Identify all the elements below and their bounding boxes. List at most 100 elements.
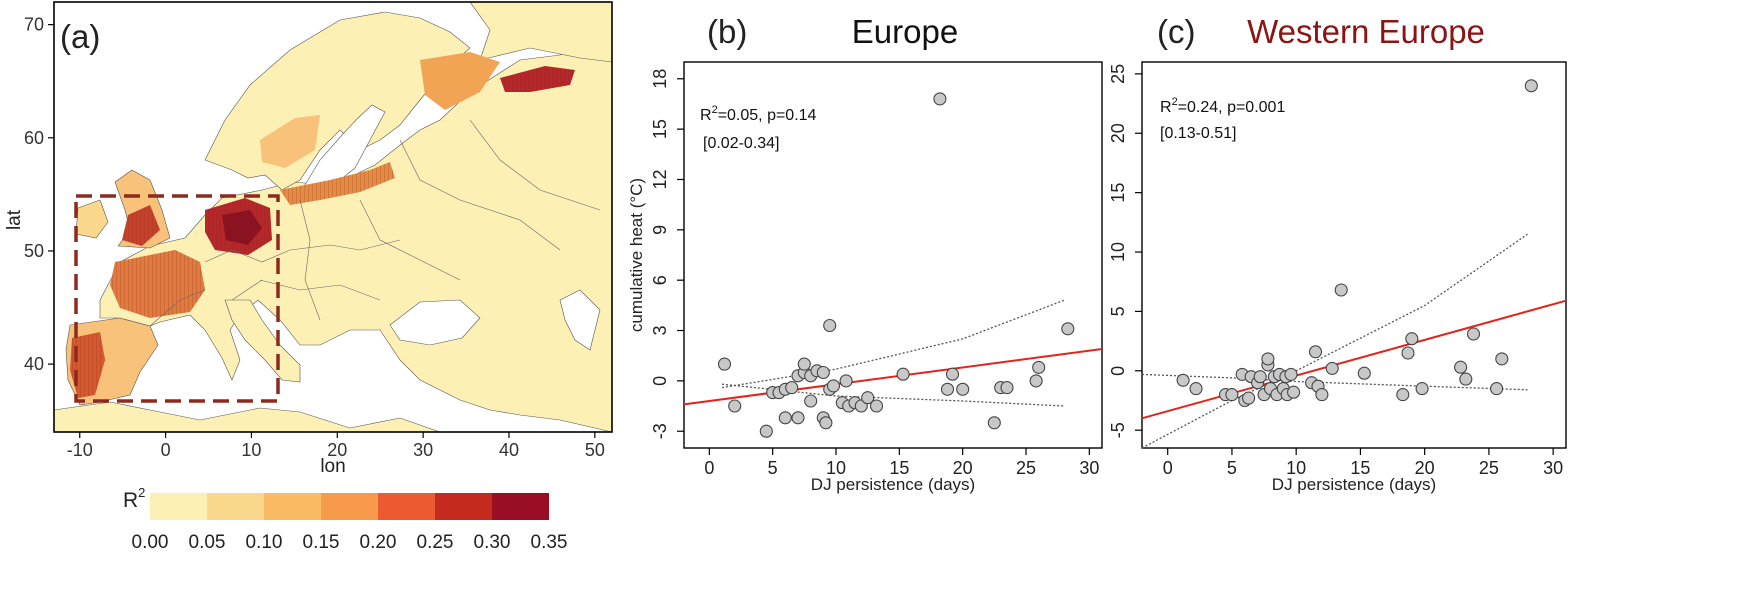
colorbar-tick-label: 0.05: [189, 532, 226, 553]
map-y-tick-label: 50: [24, 241, 44, 261]
panel-b-frame: [683, 61, 1103, 449]
panel-b: (b) Europe 0 5 10 15 20 25 30 -3 0 3 6 9 12 15 18 R2=0…: [627, 13, 1103, 494]
panel-c-xlabel: DJ persistence (days): [1272, 475, 1436, 494]
panel-b-y-tick-label: 18: [650, 69, 670, 89]
colorbar: 0.00 0.05 0.10 0.15 0.20 0.25 0.30 0.35: [132, 493, 568, 553]
colorbar-tick-label: 0.10: [246, 532, 283, 553]
panel-c-data-point: [1495, 352, 1509, 366]
panel-b-data-point: [861, 391, 875, 405]
panel-c-data-point: [1415, 382, 1429, 396]
map-frame: [53, 1, 613, 433]
colorbar-label: R2: [123, 485, 145, 512]
panel-c-x-tick-label: 20: [1415, 458, 1435, 478]
panel-b-data-point: [804, 394, 818, 408]
panel-c-x-tick-label: 25: [1479, 458, 1499, 478]
map-land: [54, 2, 612, 432]
colorbar-swatch: [264, 493, 321, 520]
panel-b-ci: [0.02-0.34]: [703, 135, 780, 152]
panel-c-data-point: [1308, 345, 1323, 359]
panel-b-data-point: [839, 374, 853, 388]
panel-b-data-point: [728, 399, 742, 413]
map-x-tick-label: 20: [327, 440, 347, 460]
panel-b-data-point: [785, 381, 799, 395]
panel-label-a: (a): [60, 18, 100, 55]
colorbar-tick-label: 0.20: [360, 532, 397, 553]
map-x-tick-label: 40: [499, 440, 519, 460]
colorbar-swatch: [207, 493, 264, 520]
map-ylabel: lat: [4, 209, 25, 230]
panel-c-y-tick-label: 0: [1108, 366, 1128, 376]
panel-label-c: (c): [1157, 13, 1195, 50]
panel-b-y-tick-label: 3: [650, 326, 670, 336]
land-russia-north: [469, 2, 612, 63]
colorbar-swatch: [492, 493, 549, 520]
panel-c-annotation-sup: 2: [1172, 96, 1178, 108]
panel-c-y-tick-label: 5: [1108, 306, 1128, 316]
panel-b-annotation-rest: =0.05, p=0.14: [718, 107, 817, 124]
panel-b-annotation-sup: 2: [712, 104, 718, 116]
panel-b-data-point: [717, 357, 732, 371]
panel-b-x-tick-label: 25: [1016, 458, 1036, 478]
panel-b-data-point: [759, 424, 773, 438]
panel-b-x-tick-label: 20: [953, 458, 973, 478]
panel-c-annotation-rest: =0.24, p=0.001: [1178, 99, 1286, 116]
panel-b-ylabel: cumulative heat (°C): [627, 178, 646, 332]
panel-c-data-point: [1524, 79, 1538, 93]
panel-b-x-tick-label: 10: [826, 458, 846, 478]
panel-b-y-tick-label: 9: [650, 225, 670, 235]
panel-b-data-point: [933, 92, 947, 106]
panel-b-x-tick-label: 0: [704, 458, 714, 478]
panel-b-data-point: [819, 416, 833, 430]
panel-b-annotation-r: R: [700, 107, 712, 124]
panel-b-data-point: [823, 318, 837, 333]
panel-b-data-point: [791, 411, 805, 425]
panel-b-data-point: [816, 365, 830, 380]
panel-b-data-point: [826, 379, 841, 393]
panel-c-y-tick-label: 25: [1108, 64, 1128, 84]
colorbar-swatch: [321, 493, 378, 520]
panel-c-x-tick-label: 15: [1350, 458, 1370, 478]
map-x-tick-label: 50: [585, 440, 605, 460]
panel-b-data-point: [1000, 381, 1014, 395]
sea-caspian: [559, 289, 601, 351]
land-italy: [224, 299, 301, 383]
panel-b-x-tick-label: 15: [889, 458, 909, 478]
panel-b-xlabel: DJ persistence (days): [811, 475, 975, 494]
panel-c-data-point: [1454, 360, 1468, 374]
panel-c-data-point: [1261, 352, 1275, 366]
colorbar-tick-label: 0.35: [531, 532, 568, 553]
colorbar-tick-label: 0.30: [474, 532, 511, 553]
colorbar-tick-label: 0.25: [417, 532, 454, 553]
panel-b-data-point: [1029, 374, 1043, 388]
panel-c-data-point: [1242, 391, 1256, 405]
panel-b-data-point: [1061, 322, 1075, 336]
panel-b-data-point: [940, 382, 955, 396]
panel-c-x-tick-label: 5: [1227, 458, 1237, 478]
panel-c-data-point: [1253, 370, 1267, 384]
colorbar-swatch: [150, 493, 207, 520]
panel-c-data-point: [1405, 332, 1419, 346]
panel-c-data-point: [1490, 382, 1504, 396]
panel-b-data-point: [956, 382, 970, 396]
panel-b-y-tick-label: -3: [650, 423, 670, 439]
panel-c-data-point: [1225, 388, 1239, 402]
panel-c-data-point: [1325, 361, 1339, 375]
panel-c-plot: 0 5 10 15 20 25 30 -5 0 5 10 15 20 25: [1108, 64, 1567, 478]
colorbar-swatch: [378, 493, 435, 520]
western-europe-box: [74, 194, 280, 403]
panel-c-data-point: [1401, 346, 1415, 360]
colorbar-label-sup: 2: [138, 485, 145, 500]
map-x-tick-label: -10: [67, 440, 93, 460]
panel-b-data-point: [987, 416, 1001, 430]
panel-b-data-point: [945, 367, 960, 381]
panel-c-data-point: [1189, 382, 1203, 396]
panel-c-data-point: [1176, 373, 1190, 387]
map-x-tick-label: 10: [241, 440, 261, 460]
panel-c-data-point: [1396, 388, 1410, 402]
hotspot-finland: [420, 52, 500, 110]
panel-c: (c) Western Europe 0 5 10 15 20 25 30 -5 0 5 10 15 2…: [1108, 13, 1567, 494]
panel-b-data-point: [896, 367, 910, 381]
map-x-tick-label: 30: [413, 440, 433, 460]
